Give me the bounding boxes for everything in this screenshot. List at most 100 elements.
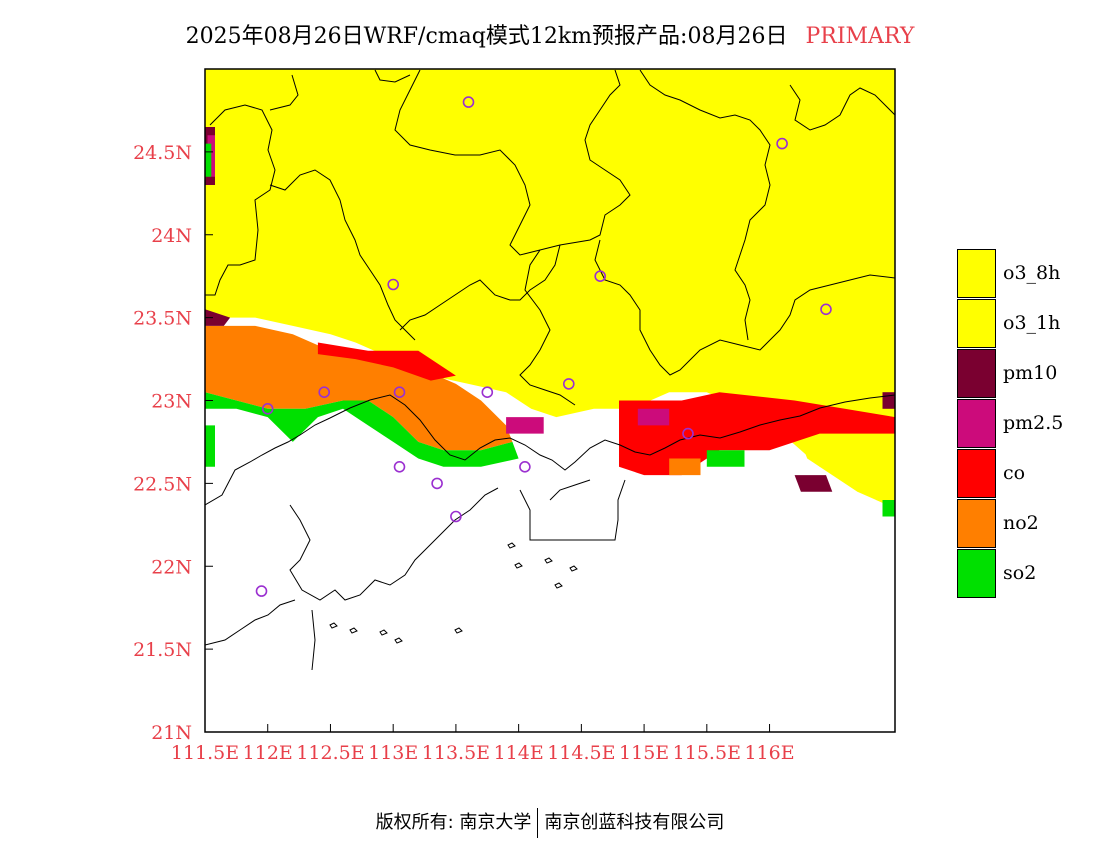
region-o3_8h	[794, 425, 895, 509]
station-marker	[594, 270, 607, 283]
footer: 版权所有: 南京大学 南京创蓝科技有限公司	[0, 808, 1100, 838]
legend-label: co	[1003, 462, 1026, 484]
station-marker	[776, 137, 788, 150]
legend-swatch	[957, 249, 996, 298]
y-tick-label: 24N	[151, 225, 192, 247]
region-so2	[205, 143, 212, 177]
boundary-line	[205, 394, 895, 506]
island-outline	[514, 562, 523, 569]
region-so2	[205, 425, 215, 467]
coastline-outline	[205, 69, 895, 671]
legend-swatch	[957, 449, 996, 498]
legend-label: o3_1h	[1003, 312, 1061, 334]
x-tick-label: 111.5E	[171, 742, 239, 764]
footer-copyright: 版权所有: 南京大学	[375, 812, 532, 833]
island-outline	[394, 637, 403, 644]
y-tick-label: 21.5N	[133, 639, 192, 661]
region-pm25	[506, 417, 544, 434]
station-marker	[481, 386, 494, 399]
y-tick-label: 23.5N	[133, 308, 192, 330]
boundary-line	[311, 609, 316, 671]
station-marker	[318, 386, 331, 399]
island-outline	[544, 557, 553, 564]
island-outline	[454, 627, 463, 634]
pollutant-regions	[205, 69, 895, 517]
station-marker	[255, 585, 268, 597]
boundary-line	[594, 239, 895, 376]
y-axis: 21N 21.5N 22N 22.5N 23N 23.5N 24N 24.5N	[133, 142, 213, 744]
station-markers	[255, 96, 832, 597]
station-marker	[393, 386, 406, 399]
island-outline	[349, 627, 358, 634]
x-axis: 111.5E 112E 112.5E 113E 113.5E 114E 114.5E 115E…	[171, 724, 795, 764]
x-tick-label: 114E	[494, 742, 544, 764]
legend-label: no2	[1003, 512, 1039, 534]
boundary-line	[289, 487, 499, 601]
boundary-line	[519, 479, 626, 541]
region-so2	[205, 392, 519, 467]
y-tick-label: 22N	[151, 556, 192, 578]
x-tick-label: 113E	[368, 742, 418, 764]
x-tick-label: 112E	[243, 742, 293, 764]
x-tick-label: 112.5E	[296, 742, 364, 764]
island-outline	[554, 582, 563, 589]
legend-label: pm10	[1003, 362, 1058, 384]
x-tick-label: 116E	[744, 742, 794, 764]
legend-label: so2	[1003, 562, 1037, 584]
boundary-line	[399, 244, 561, 331]
x-tick-label: 115.5E	[673, 742, 741, 764]
footer-separator	[537, 808, 539, 838]
station-marker	[519, 460, 531, 473]
region-pm10	[205, 309, 231, 326]
region-so2	[882, 500, 895, 517]
station-marker	[261, 402, 274, 415]
region-no2	[669, 458, 701, 476]
station-marker	[393, 460, 406, 473]
y-tick-label: 21N	[151, 722, 192, 744]
legend-swatch	[957, 499, 996, 548]
map-chart: 111.5E 112E 112.5E 113E 113.5E 114E 114.5E 115E…	[133, 68, 896, 764]
station-marker	[431, 477, 443, 490]
station-marker	[562, 378, 575, 390]
y-tick-label: 22.5N	[133, 473, 192, 495]
footer-company: 南京创蓝科技有限公司	[544, 812, 725, 833]
station-marker	[682, 427, 694, 440]
y-tick-label: 23N	[151, 391, 192, 413]
boundary-line	[205, 104, 276, 296]
y-tick-label: 24.5N	[133, 142, 192, 164]
boundary-line	[374, 69, 411, 83]
boundary-line	[205, 599, 296, 646]
region-so2	[706, 450, 745, 467]
region-pm10	[882, 392, 895, 409]
legend-swatch	[957, 549, 996, 598]
island-outline	[569, 565, 578, 572]
station-marker	[387, 278, 400, 291]
boundary-line	[789, 84, 895, 131]
legend-swatch	[957, 299, 996, 348]
legend-label: o3_8h	[1003, 262, 1061, 284]
region-pm10	[794, 475, 833, 492]
legend-swatch	[957, 349, 996, 398]
x-tick-label: 113.5E	[422, 742, 490, 764]
boundary-line	[549, 479, 591, 501]
boundary-line	[269, 169, 416, 341]
station-marker	[450, 510, 462, 523]
title-main: 2025年08月26日WRF/cmaq模式12km预报产品:08月26日	[185, 24, 788, 49]
legend-label: pm2.5	[1003, 412, 1064, 434]
title-tag: PRIMARY	[805, 24, 915, 49]
island-outline	[379, 629, 388, 636]
island-outline	[507, 542, 516, 549]
region-pm25	[637, 408, 670, 426]
region-no2	[205, 325, 513, 451]
station-marker	[462, 96, 475, 108]
boundary-line	[269, 74, 299, 111]
region-co	[619, 392, 895, 476]
station-marker	[820, 303, 832, 316]
boundary-line	[639, 69, 771, 341]
x-tick-label: 114.5E	[547, 742, 615, 764]
island-outline	[329, 622, 338, 629]
legend-swatch	[957, 399, 996, 448]
region-co	[317, 342, 456, 381]
chart-title: 2025年08月26日WRF/cmaq模式12km预报产品:08月26日 PRIM…	[0, 18, 1100, 50]
x-tick-label: 115E	[619, 742, 669, 764]
